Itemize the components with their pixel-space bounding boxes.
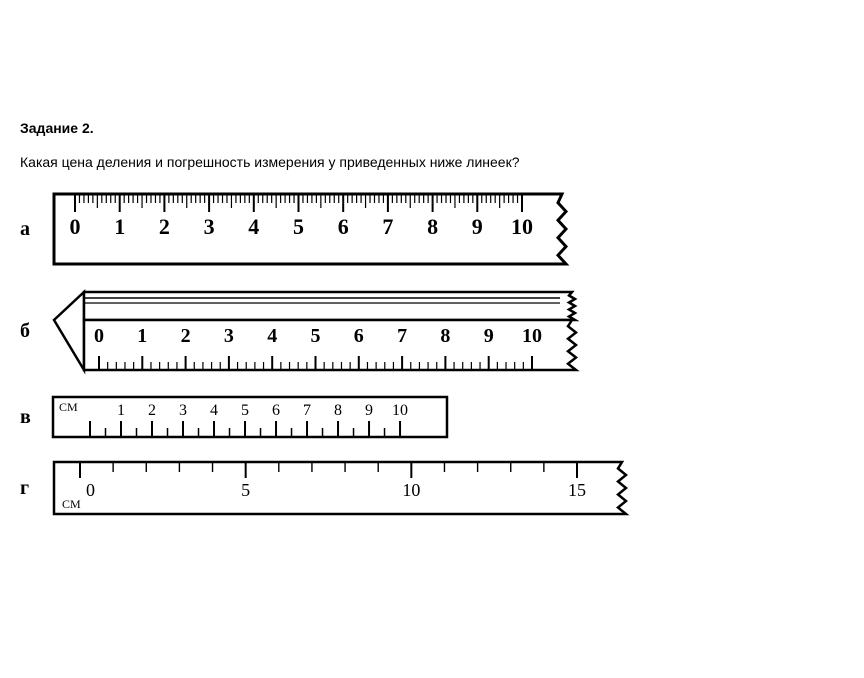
ruler-a: 0 1 2 3 4 5 6 7 8 9 10 [50, 190, 570, 268]
svg-text:2: 2 [181, 325, 191, 347]
svg-text:3: 3 [179, 402, 187, 419]
svg-text:10: 10 [402, 480, 420, 500]
svg-text:10: 10 [522, 325, 542, 347]
svg-text:4: 4 [267, 325, 277, 347]
ruler-v-block: в СМ 1 2 3 4 5 6 7 8 9 10 [20, 394, 844, 440]
svg-text:15: 15 [568, 480, 586, 500]
svg-text:10: 10 [392, 402, 408, 419]
svg-text:1: 1 [114, 214, 125, 239]
svg-text:4: 4 [248, 214, 259, 239]
svg-text:8: 8 [334, 402, 342, 419]
svg-text:3: 3 [224, 325, 234, 347]
svg-text:СМ: СМ [59, 400, 78, 414]
ruler-a-label: а [20, 218, 50, 241]
svg-text:0: 0 [94, 325, 104, 347]
svg-text:6: 6 [338, 214, 349, 239]
ruler-b: 0 1 2 3 4 5 6 7 8 9 10 [50, 286, 580, 376]
svg-text:7: 7 [303, 402, 311, 419]
svg-text:5: 5 [311, 325, 321, 347]
svg-text:7: 7 [397, 325, 407, 347]
svg-text:3: 3 [204, 214, 215, 239]
svg-text:6: 6 [354, 325, 364, 347]
svg-text:10: 10 [511, 214, 533, 239]
ruler-v-label: в [20, 406, 50, 429]
svg-text:8: 8 [440, 325, 450, 347]
ruler-v: СМ 1 2 3 4 5 6 7 8 9 10 [50, 394, 450, 440]
svg-text:7: 7 [382, 214, 393, 239]
task-question: Какая цена деления и погрешность измерен… [20, 154, 844, 170]
ruler-g-label: г [20, 477, 50, 500]
svg-text:2: 2 [159, 214, 170, 239]
svg-text:9: 9 [472, 214, 483, 239]
svg-text:5: 5 [241, 480, 250, 500]
ruler-b-label: б [20, 320, 50, 343]
svg-text:1: 1 [117, 402, 125, 419]
svg-text:СМ: СМ [62, 497, 81, 511]
ruler-a-block: а 0 1 2 3 4 5 6 7 8 9 10 [20, 190, 844, 268]
svg-text:6: 6 [272, 402, 280, 419]
svg-text:9: 9 [365, 402, 373, 419]
svg-text:1: 1 [137, 325, 147, 347]
ruler-b-block: б 0 1 2 3 4 5 6 7 8 9 10 [20, 286, 844, 376]
svg-text:2: 2 [148, 402, 156, 419]
task-title: Задание 2. [20, 120, 844, 136]
svg-text:0: 0 [70, 214, 81, 239]
svg-text:5: 5 [293, 214, 304, 239]
ruler-g-block: г СМ 0 5 10 15 [20, 458, 844, 518]
svg-text:0: 0 [86, 480, 95, 500]
ruler-g: СМ 0 5 10 15 [50, 458, 630, 518]
svg-text:9: 9 [484, 325, 494, 347]
svg-text:8: 8 [427, 214, 438, 239]
svg-text:4: 4 [210, 402, 218, 419]
svg-text:5: 5 [241, 402, 249, 419]
